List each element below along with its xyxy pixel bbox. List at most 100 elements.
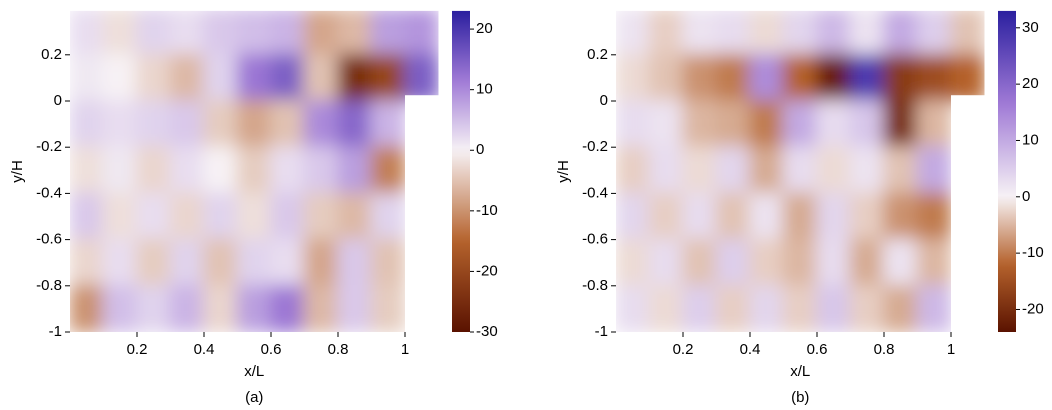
heatmap-cell	[270, 238, 306, 287]
heatmap-cell	[782, 53, 818, 102]
heatmap-cell	[782, 284, 818, 332]
colorbar-tick-label: 20	[1022, 75, 1039, 92]
heatmap-cell	[715, 10, 751, 56]
heatmap-cell	[782, 192, 818, 241]
y-tick-label: -1	[595, 323, 608, 340]
heatmap-cell	[270, 10, 306, 56]
heatmap-cell	[136, 192, 172, 241]
heatmap-cell	[816, 53, 852, 102]
heatmap-cell	[337, 53, 373, 102]
heatmap-cell	[370, 238, 406, 287]
heatmap-cell	[370, 192, 406, 241]
heatmap-cell	[682, 284, 718, 332]
heatmap-cell	[849, 238, 885, 287]
heatmap-cell	[136, 238, 172, 287]
x-axis-label: x/L	[790, 363, 810, 380]
heatmap-cell	[102, 238, 138, 287]
heatmap-cell	[236, 146, 272, 195]
heatmap-cell	[169, 192, 205, 241]
heatmap-cells	[70, 10, 439, 332]
heatmap-cell	[950, 53, 985, 102]
heatmap-cell	[816, 146, 852, 195]
y-tick-label: -0.8	[582, 277, 608, 294]
heatmap-cell	[70, 284, 105, 332]
heatmap-cell	[816, 192, 852, 241]
heatmap-cell	[782, 238, 818, 287]
heatmap-cell	[916, 284, 952, 332]
heatmap-cell	[70, 10, 105, 56]
heatmap-cell	[916, 146, 952, 195]
heatmap-cell	[682, 100, 718, 149]
heatmap-cell	[816, 238, 852, 287]
heatmap-cell	[883, 53, 919, 102]
colorbar-tick-label: 30	[1022, 19, 1039, 36]
heatmap-cell	[782, 100, 818, 149]
heatmap-cell	[337, 284, 373, 332]
colorbar-tick-label: -10	[1022, 244, 1044, 261]
y-tick-label: -0.4	[582, 184, 608, 201]
heatmap-cell	[102, 192, 138, 241]
heatmap-cell	[136, 100, 172, 149]
heatmap-cell	[816, 10, 852, 56]
heatmap-cell	[203, 238, 239, 287]
heatmap-cell	[682, 10, 718, 56]
heatmap-cell	[849, 10, 885, 56]
heatmap-cell	[916, 10, 952, 56]
heatmap-cell	[883, 146, 919, 195]
heatmap-cell	[203, 284, 239, 332]
heatmap-cell	[70, 146, 105, 195]
heatmap-cell	[370, 10, 406, 56]
heatmap-panel: 0.2 0.4 0.6 0.8 1 0.2 0 -0.2 -0.4 -0.6 -0.8 -1 x/L y/…	[555, 10, 1044, 406]
x-tick-label: 0.2	[127, 341, 148, 358]
heatmap-cell	[136, 284, 172, 332]
heatmap-cell	[270, 192, 306, 241]
heatmap-cell	[782, 146, 818, 195]
heatmap-cell	[715, 53, 751, 102]
heatmap-cells	[616, 10, 985, 332]
heatmap-cell	[70, 238, 105, 287]
heatmap-cell	[270, 100, 306, 149]
heatmap-cell	[715, 284, 751, 332]
colorbar-tick-label: 20	[476, 20, 493, 37]
heatmap-cell	[616, 284, 651, 332]
heatmap-cell	[236, 238, 272, 287]
heatmap-cell	[916, 238, 952, 287]
heatmap-cell	[782, 10, 818, 56]
heatmap-cell	[102, 146, 138, 195]
heatmap-cell	[136, 53, 172, 102]
heatmap-cell	[337, 146, 373, 195]
heatmap-field	[70, 10, 439, 332]
heatmap-cell	[136, 10, 172, 56]
heatmap-cell	[749, 10, 785, 56]
y-tick-label: -0.6	[36, 231, 62, 248]
heatmap-cell	[648, 238, 684, 287]
heatmap-cell	[849, 100, 885, 149]
heatmap-cell	[616, 238, 651, 287]
colorbar	[452, 10, 470, 332]
colorbar-tick-label: -10	[476, 202, 498, 219]
heatmap-cell	[270, 53, 306, 102]
heatmap-cell	[816, 100, 852, 149]
heatmap-cell	[616, 100, 651, 149]
colorbar-tick-label: -20	[1022, 300, 1044, 317]
heatmap-cell	[102, 284, 138, 332]
heatmap-cell	[203, 53, 239, 102]
obstacle	[405, 95, 439, 332]
heatmap-cell	[715, 146, 751, 195]
heatmap-cell	[270, 146, 306, 195]
y-tick-label: -0.4	[36, 184, 62, 201]
heatmap-cell	[337, 192, 373, 241]
heatmap-cell	[169, 284, 205, 332]
heatmap-cell	[303, 146, 339, 195]
heatmap-cell	[916, 192, 952, 241]
heatmap-cell	[749, 192, 785, 241]
heatmap-cell	[816, 284, 852, 332]
x-axis-label: x/L	[244, 363, 264, 380]
heatmap-cell	[749, 238, 785, 287]
heatmap-cell	[70, 192, 105, 241]
heatmap-cell	[303, 100, 339, 149]
heatmap-cell	[169, 100, 205, 149]
heatmap-cell	[883, 192, 919, 241]
y-tick-label: -0.2	[36, 138, 62, 155]
